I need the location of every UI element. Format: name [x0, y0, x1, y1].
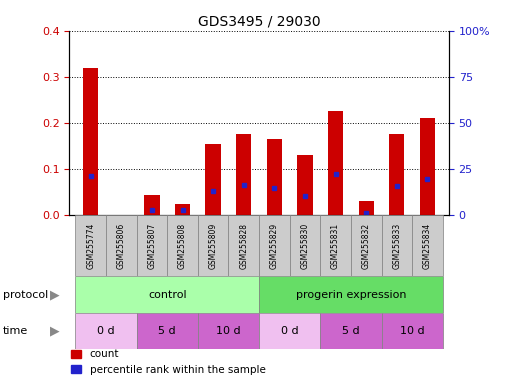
Text: GSM255830: GSM255830: [301, 223, 309, 269]
Bar: [198, 215, 228, 276]
Bar: [259, 276, 443, 313]
Text: GSM255806: GSM255806: [117, 223, 126, 269]
Text: GSM255833: GSM255833: [392, 223, 401, 269]
Bar: [290, 215, 320, 276]
Text: 5 d: 5 d: [342, 326, 360, 336]
Text: GSM255828: GSM255828: [239, 223, 248, 269]
Bar: [136, 215, 167, 276]
Title: GDS3495 / 29030: GDS3495 / 29030: [198, 14, 321, 28]
Bar: [359, 201, 374, 215]
Text: GSM255808: GSM255808: [178, 223, 187, 269]
Text: GSM255831: GSM255831: [331, 223, 340, 269]
Text: GSM255829: GSM255829: [270, 223, 279, 269]
Bar: [320, 215, 351, 276]
Text: 5 d: 5 d: [159, 326, 176, 336]
Text: protocol: protocol: [3, 290, 48, 300]
Text: 0 d: 0 d: [97, 326, 115, 336]
Text: 10 d: 10 d: [400, 326, 424, 336]
Text: GSM255832: GSM255832: [362, 223, 371, 269]
Text: 10 d: 10 d: [216, 326, 241, 336]
Bar: [328, 111, 343, 215]
Bar: [83, 68, 98, 215]
Bar: [175, 204, 190, 215]
Bar: [389, 134, 404, 215]
Bar: [206, 144, 221, 215]
Bar: [382, 313, 443, 349]
Bar: [75, 313, 136, 349]
Bar: [167, 215, 198, 276]
Bar: [412, 215, 443, 276]
Bar: [236, 134, 251, 215]
Bar: [382, 215, 412, 276]
Text: GSM255834: GSM255834: [423, 223, 432, 269]
Text: 0 d: 0 d: [281, 326, 299, 336]
Bar: [75, 215, 106, 276]
Bar: [320, 313, 382, 349]
Bar: [259, 313, 320, 349]
Bar: [298, 155, 312, 215]
Text: ▶: ▶: [50, 325, 60, 338]
Text: GSM255774: GSM255774: [86, 223, 95, 269]
Bar: [136, 313, 198, 349]
Bar: [267, 139, 282, 215]
Bar: [420, 118, 435, 215]
Bar: [228, 215, 259, 276]
Bar: [259, 215, 290, 276]
Bar: [106, 215, 136, 276]
Text: control: control: [148, 290, 187, 300]
Legend: count, percentile rank within the sample: count, percentile rank within the sample: [67, 345, 270, 379]
Text: ▶: ▶: [50, 288, 60, 301]
Text: GSM255807: GSM255807: [147, 223, 156, 269]
Text: GSM255809: GSM255809: [209, 223, 218, 269]
Text: progerin expression: progerin expression: [295, 290, 406, 300]
Bar: [75, 276, 259, 313]
Bar: [198, 313, 259, 349]
Bar: [351, 215, 382, 276]
Bar: [144, 195, 160, 215]
Text: time: time: [3, 326, 28, 336]
